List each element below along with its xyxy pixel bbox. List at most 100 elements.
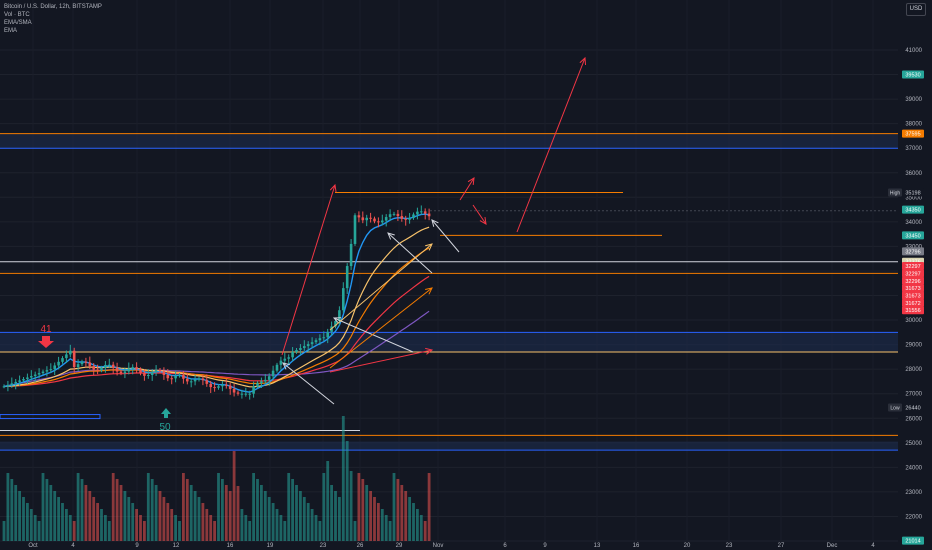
volume-bar — [174, 515, 177, 541]
volume-indicator-label[interactable]: Vol · BTC — [4, 12, 30, 18]
price-tick-label: 26000 — [905, 416, 922, 422]
candle-body — [143, 373, 146, 376]
volume-bar — [322, 473, 326, 541]
price-tag-label: 32297 — [905, 264, 920, 270]
price-tag-bg — [902, 247, 924, 256]
candlesticks — [2, 205, 431, 400]
price-tag: 31556 — [902, 306, 924, 315]
volume-bar — [369, 491, 372, 541]
volume-bar — [373, 497, 376, 541]
price-tag-bg — [902, 298, 924, 307]
candle-body — [88, 362, 92, 367]
candle-body — [182, 374, 185, 379]
date-axis[interactable]: Oct 4 9 12 16 19 23 26 29 Nov 6 9 13 16 20 23 27 Dec 4 — [28, 543, 875, 549]
price-tag: 34350 — [902, 205, 924, 214]
candle-body — [53, 365, 56, 370]
candle-body — [232, 388, 236, 393]
currency-button[interactable]: USD — [906, 3, 926, 16]
candle-body — [127, 368, 131, 372]
candle-body — [96, 369, 99, 371]
volume-bar — [412, 503, 415, 541]
date-tick-label: 12 — [173, 543, 180, 549]
candle-body — [408, 217, 411, 220]
candle-body — [400, 216, 404, 219]
price-tag-bg — [902, 231, 924, 240]
price-tag-label: 39530 — [905, 73, 920, 79]
resistance-zone — [0, 133, 898, 149]
red-target-arrow — [516, 57, 586, 233]
volume-bar — [123, 491, 127, 541]
volume-bar — [295, 485, 298, 541]
volume-bar — [357, 473, 361, 541]
candle-body — [147, 375, 150, 377]
candle-body — [322, 337, 326, 339]
volume-bar — [18, 491, 21, 541]
date-tick-label: 19 — [267, 543, 274, 549]
candle-body — [150, 371, 154, 376]
price-tag-bg — [902, 403, 924, 412]
candle-body — [18, 380, 21, 382]
candle-body — [256, 383, 259, 387]
volume-bar — [84, 485, 88, 541]
candle-body — [240, 393, 244, 395]
price-tag-bg — [902, 536, 924, 545]
candle-body — [158, 369, 162, 372]
orange-ma-arrow — [329, 287, 433, 369]
candle-body — [365, 217, 368, 221]
symbol-title[interactable]: Bitcoin / U.S. Dollar, 12h, BITSTAMP — [4, 4, 102, 10]
candle-body — [104, 364, 107, 368]
price-tag-bg — [902, 284, 924, 293]
range-box — [0, 414, 101, 420]
price-tag-prefix-bg — [888, 403, 902, 412]
price-axis[interactable]: 4100040000390003800037000360003500034000… — [888, 0, 932, 550]
candle-body — [65, 354, 68, 359]
candle-body — [326, 331, 329, 338]
volume-bar — [287, 473, 291, 541]
volume-bar — [119, 485, 123, 541]
price-tag: 21014 — [902, 536, 924, 545]
volume-bar — [396, 479, 400, 541]
candle-body — [213, 387, 216, 389]
volume-bar — [213, 521, 216, 541]
volume-bar — [209, 515, 213, 541]
volume-bar — [72, 521, 76, 541]
volume-bar — [380, 509, 384, 541]
candle-body — [123, 371, 127, 374]
white-pointer-arrow — [282, 362, 335, 405]
candle-body — [209, 383, 212, 388]
candle-body — [306, 344, 310, 347]
red-ma-arrow-head — [425, 347, 434, 355]
volume-bar — [408, 497, 411, 541]
volume-bar — [236, 486, 240, 541]
price-tick-label: 37000 — [905, 146, 922, 152]
date-tick-label: 13 — [594, 543, 601, 549]
volume-bar — [400, 485, 404, 541]
date-tick-label: Nov — [433, 543, 444, 549]
candle-body — [283, 358, 287, 361]
volume-bar — [275, 509, 279, 541]
price-tag-bg — [902, 262, 924, 271]
candle-body — [279, 360, 283, 365]
price-tag-label: 33450 — [905, 233, 920, 239]
candle-body — [193, 379, 197, 382]
volume-bar — [361, 479, 365, 541]
date-tick-label: 16 — [227, 543, 234, 549]
ema-indicator-label[interactable]: EMA — [4, 28, 18, 34]
candle-body — [373, 218, 376, 222]
volume-bar — [10, 479, 14, 541]
candle-body — [119, 371, 123, 374]
white-pointer-arrow-head — [332, 317, 342, 324]
candle-body — [291, 351, 294, 358]
red-small-arrow — [459, 177, 475, 201]
red-trend-arrow-head — [329, 183, 337, 192]
signal-markers: 41 50 — [38, 324, 171, 433]
candle-body — [139, 369, 142, 374]
price-tag-bg — [902, 205, 924, 214]
volume-bar — [263, 491, 267, 541]
price-tag-bg — [902, 276, 924, 285]
candle-body — [41, 371, 45, 374]
ema-sma-indicator-label[interactable]: EMA/SMA — [4, 20, 32, 26]
price-tag: 32296 — [902, 276, 924, 285]
marker-41-label: 41 — [40, 324, 52, 335]
